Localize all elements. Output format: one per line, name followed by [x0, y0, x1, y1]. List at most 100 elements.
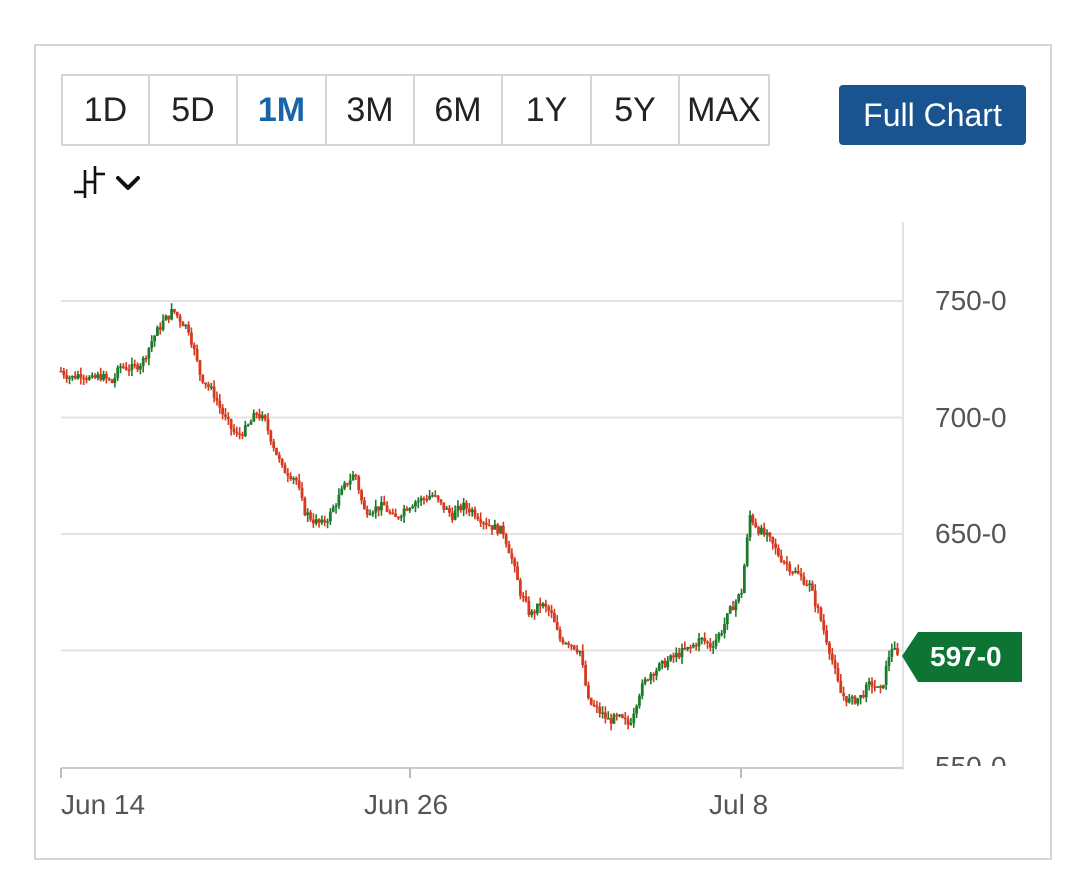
candle-body	[82, 377, 86, 380]
candle-body	[275, 447, 278, 455]
candle-body	[258, 413, 261, 419]
range-3m-button[interactable]: 3M	[327, 76, 415, 144]
candle-body	[808, 583, 811, 586]
candle-body	[703, 637, 707, 642]
candle-body	[252, 413, 256, 422]
candle-body	[754, 522, 758, 528]
candle-body	[842, 693, 846, 697]
candle-body	[777, 548, 780, 556]
candle-body	[845, 696, 848, 703]
candle-body	[65, 375, 69, 379]
candle-body	[102, 373, 105, 380]
candle-body	[487, 524, 491, 527]
candle-body	[802, 576, 806, 585]
candle-body	[618, 714, 622, 717]
candle-body	[527, 601, 531, 615]
range-1y-button[interactable]: 1Y	[503, 76, 592, 144]
candle-body	[768, 532, 772, 537]
candle-body	[374, 506, 378, 513]
candle-body	[255, 413, 259, 415]
candle-body	[847, 698, 851, 703]
x-tick-labels: Jun 14 Jun 26 Jul 8	[61, 789, 768, 820]
candle-body	[283, 465, 287, 474]
candle-body	[516, 566, 519, 581]
candle-body	[405, 508, 409, 511]
candle-body	[708, 642, 712, 648]
full-chart-button[interactable]: Full Chart	[839, 85, 1026, 145]
candle-body	[672, 655, 675, 658]
candle-body	[751, 515, 755, 523]
candle-body	[156, 327, 159, 336]
candle-body	[448, 508, 451, 513]
candle-body	[124, 367, 128, 370]
range-6m-button[interactable]: 6M	[415, 76, 503, 144]
candle-body	[535, 603, 539, 614]
candle-body	[144, 358, 148, 360]
candle-body	[499, 525, 502, 534]
candle-body	[612, 714, 616, 724]
candle-body	[680, 647, 684, 658]
candle-body	[652, 673, 656, 676]
range-1m-button[interactable]: 1M	[238, 76, 327, 144]
range-5d-button[interactable]: 5D	[150, 76, 238, 144]
candle-body	[309, 512, 312, 520]
candle-body	[79, 374, 83, 378]
candle-body	[190, 332, 193, 345]
candle-body	[742, 565, 746, 593]
candle-body	[867, 681, 871, 685]
candle-body	[655, 670, 658, 676]
candle-body	[666, 660, 670, 668]
candle-body	[748, 515, 752, 538]
candle-body	[59, 370, 63, 373]
candle-body	[167, 315, 171, 320]
candle-body	[493, 524, 497, 530]
candle-body	[873, 686, 877, 689]
candle-body	[674, 653, 678, 658]
candle-body	[212, 386, 216, 398]
candle-body	[839, 680, 843, 694]
candle-body	[896, 648, 899, 655]
candle-body	[864, 684, 868, 698]
candle-body	[243, 425, 247, 437]
candle-body	[377, 506, 380, 511]
candle-body	[462, 502, 466, 511]
candle-body	[850, 696, 854, 699]
range-5y-button[interactable]: 5Y	[592, 76, 680, 144]
chart-type-selector[interactable]	[70, 160, 148, 206]
range-max-button[interactable]: MAX	[687, 90, 761, 129]
candle-body	[632, 713, 636, 724]
candle-body	[853, 696, 857, 704]
candle-body	[453, 510, 457, 520]
candle-body	[150, 341, 154, 348]
candle-body	[788, 564, 792, 572]
candle-body	[385, 505, 389, 512]
candle-body	[833, 660, 837, 669]
candle-body	[382, 502, 386, 506]
chart-grid	[61, 300, 903, 652]
current-price-label: 597-0	[930, 641, 1002, 672]
candle-body	[363, 500, 366, 510]
candle-body	[547, 606, 551, 611]
candle-body	[218, 400, 222, 408]
candle-body	[587, 685, 590, 699]
x-tick-label: Jul 8	[709, 789, 768, 820]
candle-body	[759, 527, 763, 534]
candle-body	[561, 639, 565, 644]
candle-body	[507, 544, 511, 554]
candle-body	[62, 370, 66, 376]
candle-body	[459, 505, 463, 511]
candle-body	[575, 649, 579, 653]
candle-body	[479, 519, 483, 523]
candle-body	[510, 553, 514, 559]
candle-body	[175, 311, 179, 316]
candle-body	[876, 686, 880, 688]
candle-body	[442, 502, 446, 510]
candle-body	[635, 705, 639, 714]
candle-body	[694, 644, 698, 647]
range-1d-button[interactable]: 1D	[63, 76, 150, 144]
candle-body	[119, 366, 122, 368]
candle-body	[73, 375, 77, 379]
candle-body	[215, 397, 219, 401]
candle-body	[300, 487, 304, 499]
